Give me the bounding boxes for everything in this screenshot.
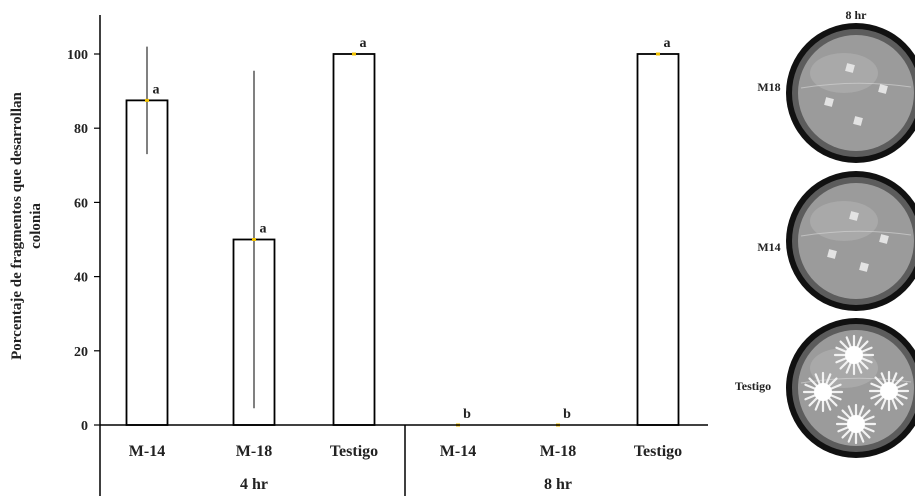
y-axis-ticks: 0 20 40 60 80 100 [67,48,100,434]
significance-letter: b [563,407,571,422]
photo-header: 8 hr [846,8,868,22]
significance-letter: a [664,36,671,51]
fungal-colony [833,334,875,376]
significance-letter: a [360,36,367,51]
plate-label: M18 [757,80,780,94]
dish-highlight [810,201,878,241]
dish-agar [798,183,914,299]
plate-label: M14 [757,240,780,254]
group-label: 4 hr [240,476,268,493]
category-label: Testigo [330,443,378,460]
fragment [827,249,837,259]
bar [636,53,680,426]
fragment [853,116,863,126]
petri-dish-testigo [786,318,915,458]
plate-label: Testigo [735,379,771,393]
category-label: M-18 [236,443,272,460]
fragment [849,211,859,221]
petri-dish-m18 [786,23,915,163]
petri-dish-photos: 8 hr M18 M14 Testigo [735,8,915,458]
colony-center [847,415,865,433]
mean-marker [656,52,660,56]
x-axis-labels: M-14 M-18 Testigo M-14 M-18 Testigo 4 hr 8 hr [129,443,682,493]
mean-marker [252,238,256,241]
mean-marker [352,52,356,56]
y-tick-label: 60 [74,196,88,211]
y-tick-label: 80 [74,122,88,137]
y-tick-label: 100 [67,48,88,63]
fungal-colony [802,371,844,413]
y-tick-label: 40 [74,271,88,286]
y-tick-label: 20 [74,345,88,360]
category-label: Testigo [634,443,682,460]
bar [332,53,376,426]
petri-dish-m14 [786,171,915,311]
colony-center [814,383,832,401]
fragment [878,84,888,94]
category-label: M-14 [129,443,165,460]
significance-letter: b [463,407,471,422]
axes [99,15,708,496]
category-label: M-14 [440,443,476,460]
mean-marker [145,98,149,102]
fungal-colony [835,403,877,445]
colony-center [845,346,863,364]
y-axis-label-line-1: Porcentaje de fragmentos que desarrollan [9,91,25,359]
significance-letter: a [260,222,267,237]
fragment [879,234,889,244]
dish-scratch [800,230,912,237]
dish-agar [798,35,914,151]
y-axis-label: Porcentaje de fragmentos que desarrollan… [9,91,44,359]
group-label: 8 hr [544,476,572,493]
fragment [824,97,834,107]
fungal-colony [868,370,910,412]
y-axis-label-line-2: colonia [28,203,44,249]
bar-chart: Porcentaje de fragmentos que desarrollan… [9,15,708,496]
y-tick-label: 0 [81,419,88,434]
dish-highlight [810,53,878,93]
bars: a a a b b a [125,36,680,427]
category-label: M-18 [540,443,576,460]
dish-scratch [800,82,912,89]
significance-letter: a [153,82,160,97]
fragment [859,262,869,272]
fragment [845,63,855,73]
colony-center [880,382,898,400]
